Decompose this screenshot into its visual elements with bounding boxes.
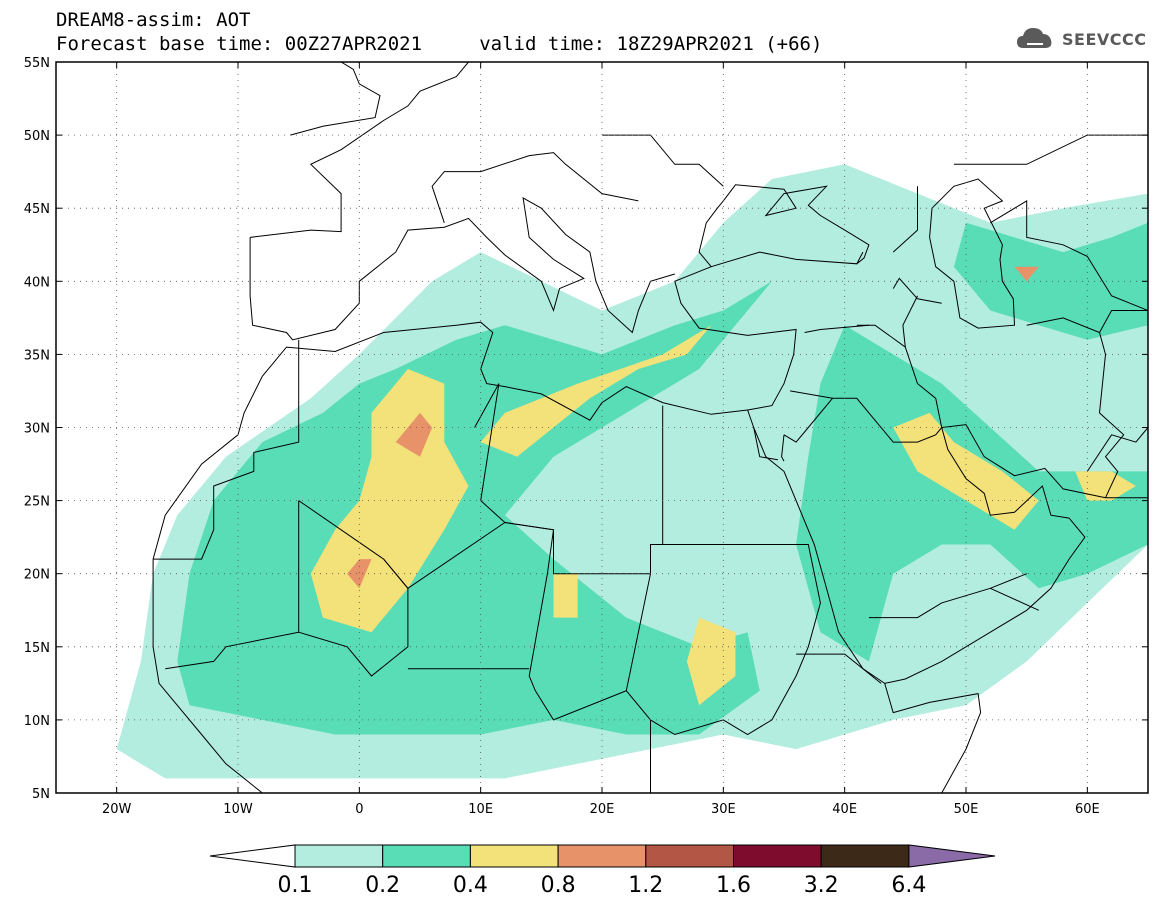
boundary-line: [856, 324, 943, 428]
lat-tick-label: 20N: [24, 568, 50, 583]
boundary-line: [753, 427, 778, 461]
lat-tick-label: 35N: [24, 348, 50, 363]
colorbar-label: 0.4: [453, 873, 488, 898]
boundary-line: [152, 251, 864, 560]
lon-tick-label: 30E: [711, 802, 736, 817]
lat-tick-label: 40N: [24, 275, 50, 290]
boundary-line: [431, 152, 639, 223]
logo-text: SEEVCCC: [1062, 30, 1147, 49]
boundary-line: [796, 653, 882, 684]
colorbar-swatch: [469, 844, 559, 868]
aot-contour-aot-0-8c: [1014, 266, 1039, 282]
lat-tick-label: 45N: [24, 202, 50, 217]
axis-ticks: 20W 10W 0 10E 20E 30E 40E 50E 60E 5N 10N 15N 20N 25N 3…: [24, 56, 1148, 817]
colorbar-swatch: [820, 844, 910, 868]
aot-contour-aot-0-4b: [480, 325, 712, 457]
colorbar-label: 1.2: [628, 873, 663, 898]
colorbar-label: 6.4: [891, 873, 926, 898]
lat-tick-label: 55N: [24, 56, 50, 71]
lat-tick-label: 25N: [24, 495, 50, 510]
boundary-line: [747, 409, 1148, 684]
aot-contour-aot-0-2: [177, 281, 772, 735]
boundary-line: [698, 184, 870, 268]
aot-fields: [116, 164, 1148, 779]
boundary-line: [783, 397, 833, 443]
boundary-line: [250, 62, 469, 238]
boundary-line: [804, 324, 869, 333]
lat-tick-label: 30N: [24, 422, 50, 437]
coastlines: [152, 62, 1148, 793]
lon-tick-label: 10E: [468, 802, 493, 817]
boundary-line: [990, 200, 1148, 311]
boundary-line: [504, 522, 651, 721]
aot-contour-aot-0-4d: [686, 617, 736, 706]
colorbar-swatch: [557, 844, 647, 868]
lon-tick-label: 0: [355, 802, 363, 817]
lon-tick-label: 20E: [590, 802, 615, 817]
boundary-line: [650, 544, 821, 736]
aot-contour-aot-0-8b: [347, 559, 372, 589]
boundary-line: [892, 277, 942, 304]
boundary-line: [868, 573, 1027, 619]
aot-contour-aot-0-4e: [893, 412, 1039, 530]
boundary-line: [929, 178, 1016, 329]
colorbar-swatch: [382, 844, 471, 868]
colorbar-low-arrow: [209, 844, 296, 868]
boundary-line: [1086, 427, 1148, 472]
boundary-line: [290, 62, 381, 136]
aot-contour-aot-0-8: [395, 412, 433, 457]
boundary-line: [152, 559, 263, 793]
boundary-line: [1099, 310, 1148, 333]
map-subtitle: Forecast base time: 00Z27APR2021 valid t…: [56, 33, 823, 55]
aot-contour-aot-0-4f: [1075, 471, 1136, 501]
boundary-line: [781, 434, 785, 462]
colorbar-label: 3.2: [804, 873, 839, 898]
lon-tick-label: 10W: [223, 802, 253, 817]
lat-tick-label: 50N: [24, 129, 50, 144]
boundary-line: [892, 186, 918, 253]
boundary-line: [298, 558, 409, 677]
boundary-line: [474, 383, 506, 523]
colorbar-label: 0.8: [541, 873, 576, 898]
aot-contour-aot-0-2c: [953, 222, 1148, 340]
boundary-line: [990, 587, 1040, 611]
lon-tick-label: 60E: [1075, 802, 1100, 817]
lon-tick-label: 40E: [832, 802, 857, 817]
boundary-line: [153, 339, 300, 560]
boundary-line: [884, 683, 982, 793]
boundary-line: [790, 390, 943, 443]
lat-tick-label: 5N: [32, 787, 50, 802]
aot-contour-aot-0-4: [310, 369, 469, 633]
boundary-line: [602, 134, 724, 187]
boundary-line: [953, 105, 1148, 165]
lat-tick-label: 15N: [24, 641, 50, 656]
colorbar-swatch: [294, 844, 384, 868]
lon-tick-label: 20W: [102, 802, 132, 817]
colorbar: 0.1 0.2 0.4 0.8 1.2 1.6 3.2 6.4: [209, 844, 996, 898]
cloud-icon: [1017, 28, 1052, 48]
boundary-line: [662, 405, 809, 545]
grid-lines: [56, 62, 1148, 793]
colorbar-label: 0.2: [365, 873, 400, 898]
boundary-line: [1026, 317, 1125, 498]
aot-contour-aot-0-4c: [553, 573, 578, 618]
boundary-line: [902, 295, 918, 348]
lat-tick-label: 10N: [24, 714, 50, 729]
colorbar-swatch: [645, 844, 734, 868]
colorbar-label: 1.6: [716, 873, 751, 898]
colorbar-high-arrow: [908, 844, 996, 868]
colorbar-label: 0.1: [278, 873, 313, 898]
lon-tick-label: 50E: [954, 802, 979, 817]
boundary-line: [165, 500, 300, 670]
map-title: DREAM8-assim: AOT: [56, 9, 251, 31]
boundary-line: [249, 197, 675, 341]
colorbar-swatch: [733, 844, 822, 868]
